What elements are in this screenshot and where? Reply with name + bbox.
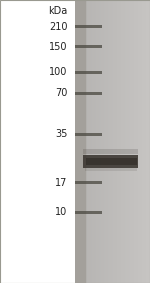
Text: 210: 210 (49, 22, 68, 32)
Bar (75, 133, 102, 136)
Text: 70: 70 (55, 88, 68, 98)
Bar (83, 155, 138, 168)
Bar (75, 25, 102, 28)
Bar (75, 92, 102, 95)
Bar (86, 158, 136, 165)
Text: 150: 150 (49, 42, 68, 52)
Bar (75, 45, 102, 48)
Text: 35: 35 (55, 129, 68, 140)
Text: 17: 17 (55, 177, 68, 188)
Bar (85, 168, 136, 171)
Bar (75, 211, 102, 214)
Text: kDa: kDa (48, 6, 68, 16)
Text: 10: 10 (55, 207, 68, 217)
Text: 100: 100 (49, 67, 68, 77)
Bar (83, 149, 138, 154)
Bar (75, 71, 102, 74)
Bar (75, 181, 102, 184)
